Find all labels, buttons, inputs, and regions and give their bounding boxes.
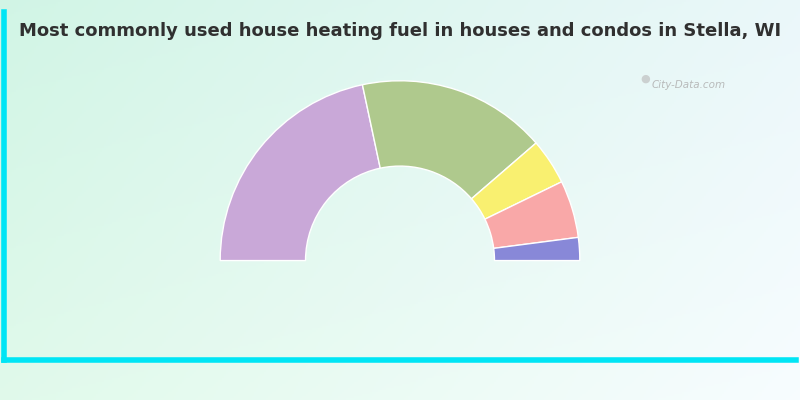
Wedge shape — [494, 237, 580, 260]
Text: ●: ● — [640, 74, 650, 84]
Text: City-Data.com: City-Data.com — [652, 80, 726, 90]
Wedge shape — [485, 182, 578, 248]
Wedge shape — [362, 81, 536, 199]
Wedge shape — [220, 85, 380, 260]
Text: Most commonly used house heating fuel in houses and condos in Stella, WI: Most commonly used house heating fuel in… — [19, 22, 781, 40]
Wedge shape — [471, 143, 562, 219]
